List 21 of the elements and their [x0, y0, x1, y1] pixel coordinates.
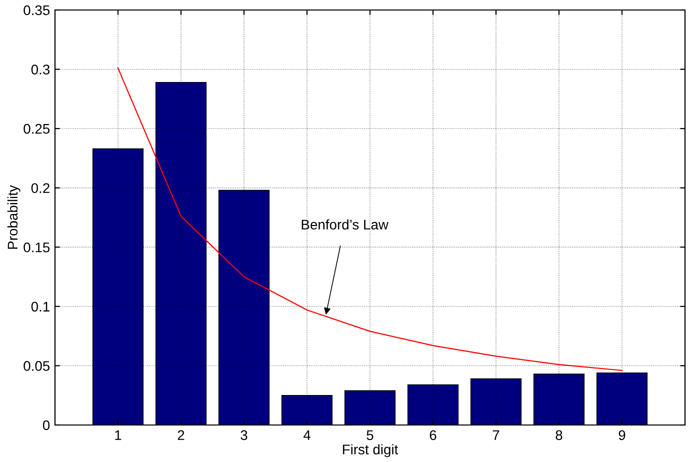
y-axis-title: Probability — [7, 185, 20, 249]
annotation: Benford’s Law — [302, 219, 389, 230]
x-tick-label: 7 — [492, 430, 500, 440]
y-tick-label: 0.25 — [24, 124, 50, 134]
x-tick-label: 5 — [366, 430, 374, 440]
x-tick-label: 4 — [303, 430, 310, 440]
y-tick-label: 0.1 — [31, 302, 50, 312]
line-series — [117, 68, 623, 372]
x-tick-label: 2 — [178, 430, 184, 440]
y-tick-label: 0.15 — [24, 242, 50, 252]
x-tick-label: 8 — [556, 430, 562, 440]
y-tick-label: 0.3 — [31, 64, 50, 74]
x-tick-label: 9 — [618, 430, 626, 440]
y-tick-label: 0.05 — [24, 361, 50, 371]
x-axis-title: First digit — [342, 444, 398, 458]
x-tick-label: 3 — [240, 430, 248, 440]
y-tick-label: 0.35 — [24, 5, 50, 16]
x-tick-label: 1 — [115, 430, 122, 440]
y-tick-label: 0.2 — [31, 183, 50, 194]
x-tick-label: 6 — [430, 430, 436, 440]
y-tick-label: 0 — [42, 420, 50, 430]
